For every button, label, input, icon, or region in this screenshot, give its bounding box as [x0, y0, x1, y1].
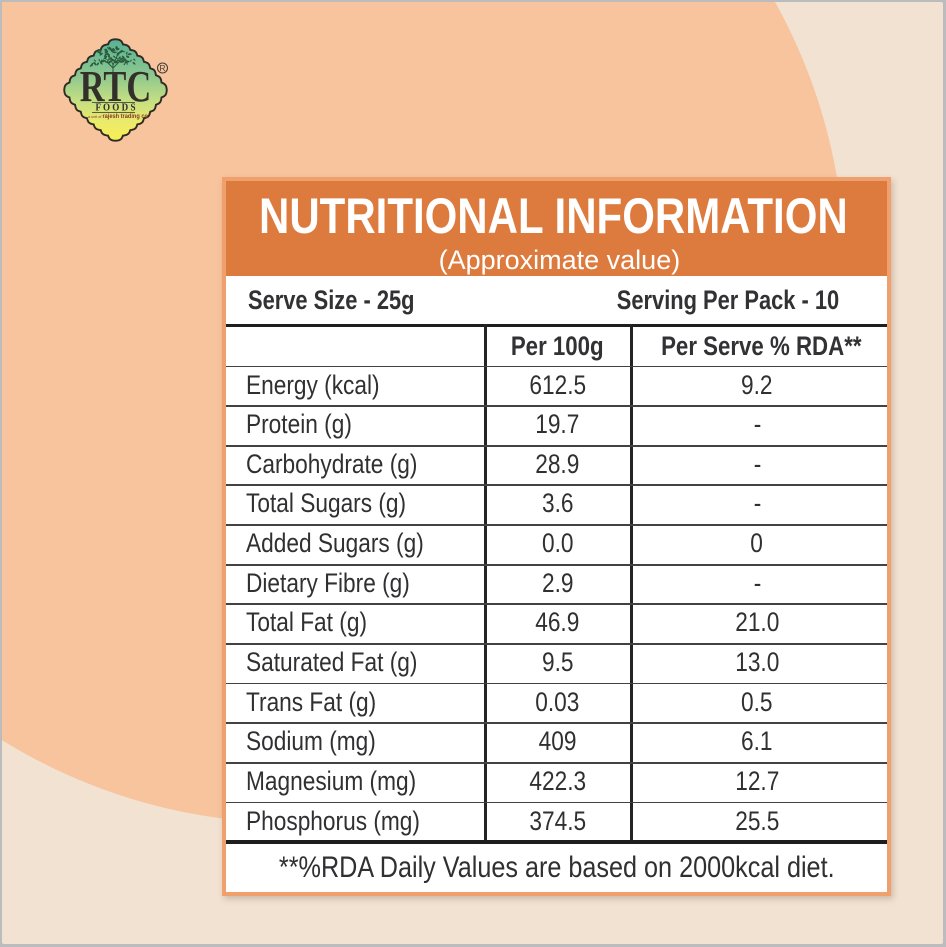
svg-text:F O O D S: F O O D S: [95, 102, 135, 113]
svg-text:a unit of rajesh trading co: a unit of rajesh trading co: [88, 114, 148, 120]
svg-text:R: R: [159, 63, 165, 73]
